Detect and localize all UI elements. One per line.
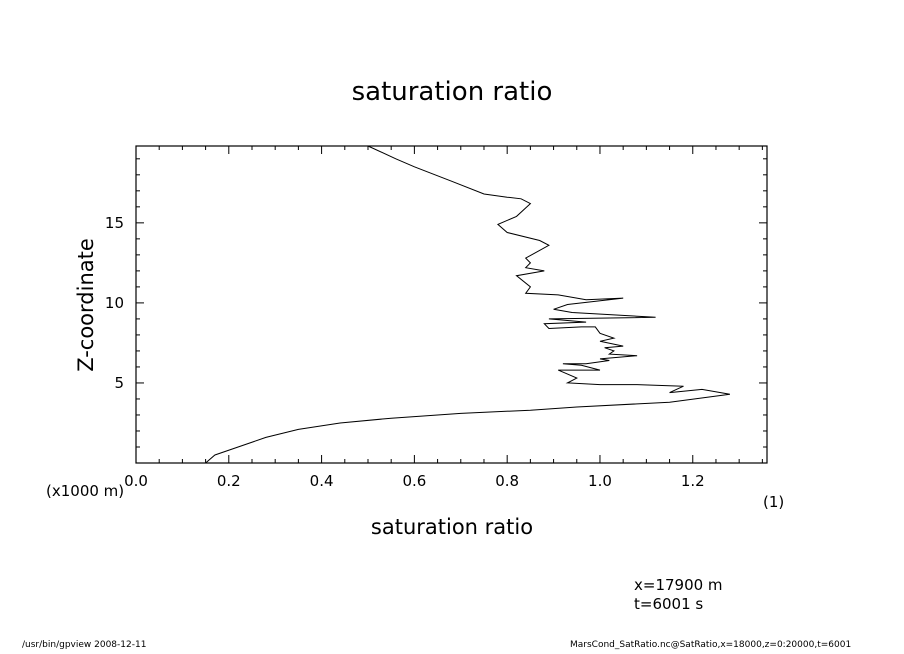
y-tick-label: 15 [105, 214, 124, 232]
chart-title: saturation ratio [351, 77, 553, 107]
plot-frame [135, 145, 768, 464]
x-axis-label: saturation ratio [370, 515, 534, 539]
x-tick-label: 0.6 [402, 472, 426, 490]
x-tick-label: 0.4 [310, 472, 334, 490]
x-tick-label: 0.8 [495, 472, 519, 490]
axis-ticks [135, 146, 767, 463]
footer-right: MarsCond_SatRatio.nc@SatRatio,x=18000,z=… [570, 640, 852, 650]
footer-left: /usr/bin/gpview 2008-12-11 [22, 640, 147, 650]
x-tick-labels: 0.0 0.2 0.4 0.6 0.8 1.0 1.2 [124, 472, 705, 490]
y-axis-label: Z-coordinate [74, 238, 98, 372]
series-line [205, 145, 730, 464]
x-position-readout: x=17900 m [634, 576, 723, 594]
x-tick-label: 1.2 [681, 472, 705, 490]
time-readout: t=6001 s [634, 595, 704, 613]
x-axis-unit: (1) [763, 493, 785, 511]
x-tick-label: 0.0 [124, 472, 148, 490]
y-axis-unit: (x1000 m) [46, 482, 125, 500]
y-tick-label: 10 [105, 294, 124, 312]
y-tick-labels: 5 10 15 [105, 214, 124, 392]
x-tick-label: 1.0 [588, 472, 612, 490]
x-tick-label: 0.2 [217, 472, 241, 490]
y-tick-label: 5 [114, 374, 124, 392]
